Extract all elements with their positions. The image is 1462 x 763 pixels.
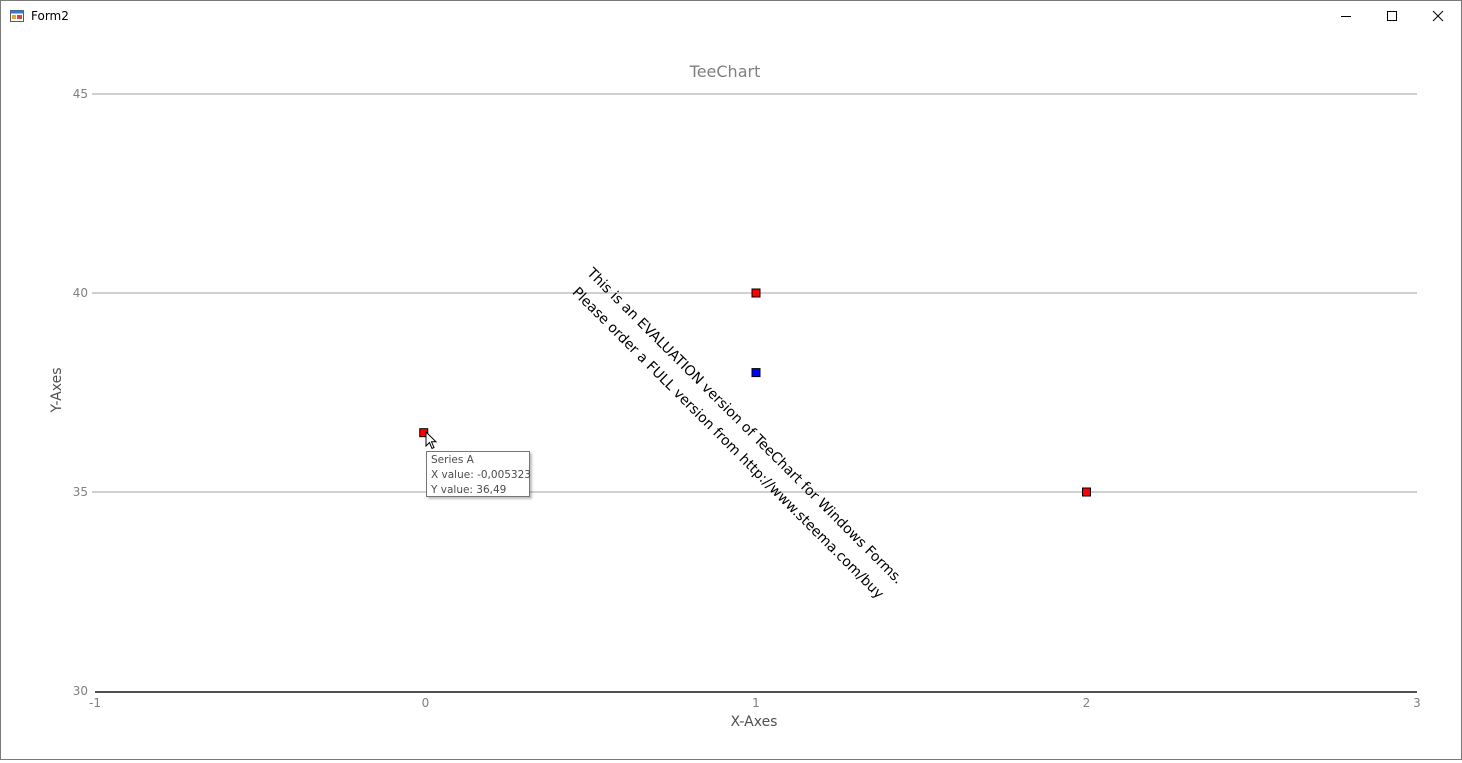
tick-labels: 30 35 40 45 -1 0 1 2 3: [73, 87, 1421, 710]
close-button[interactable]: [1415, 1, 1461, 31]
tooltip-series: Series A: [431, 454, 474, 466]
window-title: Form2: [31, 9, 69, 23]
data-point[interactable]: [751, 288, 761, 298]
minimize-button[interactable]: [1323, 1, 1369, 31]
winforms-app-icon: [10, 10, 24, 22]
tooltip-y-value: Y value: 36,49: [431, 484, 507, 496]
y-tick-label: 35: [73, 485, 88, 499]
x-tick-label: 0: [422, 696, 430, 710]
point-tooltip: Series A X value: -0,005323 Y value: 36,…: [426, 451, 531, 497]
x-tick-label: -1: [89, 696, 101, 710]
data-point[interactable]: [1082, 487, 1091, 497]
chart-title: TeeChart: [689, 62, 761, 81]
y-tick-label: 45: [73, 87, 88, 101]
maximize-icon: [1387, 11, 1397, 21]
maximize-button[interactable]: [1369, 1, 1415, 31]
watermark-line-2: Please order a FULL version from http://…: [569, 284, 887, 602]
data-point[interactable]: [751, 368, 761, 378]
y-tick-label: 40: [73, 286, 88, 300]
evaluation-watermark: This is an EVALUATION version of TeeChar…: [569, 264, 906, 602]
teechart-control[interactable]: TeeChart Y-Axes X-Axes 30 35 40 45 -1 0 1 2 3 Th…: [1, 32, 1461, 759]
close-icon: [1432, 10, 1444, 22]
x-tick-label: 3: [1413, 696, 1421, 710]
watermark-line-1: This is an EVALUATION version of TeeChar…: [583, 264, 906, 587]
minimize-icon: [1341, 16, 1351, 17]
x-axis-label: X-Axes: [731, 714, 778, 730]
title-bar[interactable]: Form2: [1, 1, 1461, 31]
data-point[interactable]: [419, 428, 429, 438]
x-tick-label: 1: [752, 696, 760, 710]
x-tick-label: 2: [1083, 696, 1091, 710]
tooltip-x-value: X value: -0,005323: [431, 469, 531, 481]
y-tick-label: 30: [73, 684, 88, 698]
chart-canvas[interactable]: TeeChart Y-Axes X-Axes 30 35 40 45 -1 0 1 2 3 Th…: [1, 32, 1461, 759]
y-axis-label: Y-Axes: [49, 368, 65, 414]
data-points: [419, 288, 1091, 497]
mouse-pointer-icon: [425, 431, 438, 450]
